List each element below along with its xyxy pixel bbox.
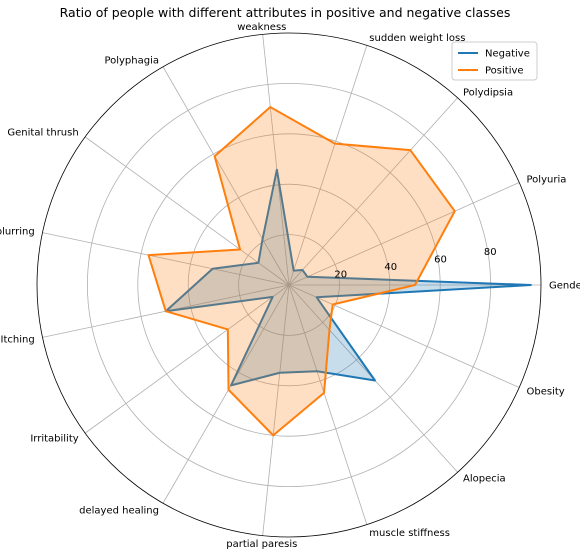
- radial-tick-label: 60: [434, 254, 447, 265]
- grid-spoke: [288, 284, 520, 388]
- radial-tick-labels: 20 40 60 80: [334, 247, 496, 281]
- series-line-positive: [147, 106, 456, 437]
- grid-spoke: [262, 284, 290, 536]
- chart-title: Ratio of people with different attribute…: [60, 5, 511, 20]
- category-label: Polyphagia: [104, 55, 159, 66]
- grid-spoke: [162, 66, 290, 286]
- category-label: sudden weight loss: [369, 33, 465, 44]
- category-label: Itching: [1, 335, 35, 346]
- outer-frame: [36, 32, 542, 538]
- category-labels: Gender Polyuria Polydipsia sudden weight lo…: [0, 22, 580, 550]
- category-label: delayed healing: [79, 506, 159, 517]
- grid-spoke: [162, 284, 290, 504]
- category-label: Irritability: [30, 433, 78, 444]
- grid-spoke: [288, 45, 368, 286]
- series-fill-positive: [148, 107, 455, 436]
- series-layer: [147, 106, 532, 437]
- legend-label-negative: Negative: [485, 49, 530, 60]
- series-line-negative: [164, 168, 532, 387]
- category-label: muscle stiffness: [369, 528, 450, 539]
- radial-tick-label: 80: [484, 247, 497, 258]
- grid-spoke: [84, 136, 290, 286]
- category-label: partial paresis: [226, 539, 297, 550]
- grid-spoke: [84, 284, 290, 434]
- category-label: visual blurring: [0, 226, 35, 237]
- outer-circle: [36, 32, 542, 538]
- radial-tick-label: 20: [334, 270, 347, 281]
- category-label: Alopecia: [463, 474, 506, 485]
- legend: Negative Positive: [451, 41, 538, 81]
- grid-spoke: [288, 97, 458, 286]
- category-label: Obesity: [527, 386, 565, 397]
- category-label: Polydipsia: [463, 87, 513, 98]
- radial-tick-label: 40: [384, 262, 397, 273]
- category-label: Gender: [549, 281, 580, 292]
- category-label: weakness: [237, 22, 286, 33]
- grid-spoke: [288, 182, 520, 286]
- grid-spoke: [42, 232, 290, 286]
- legend-label-positive: Positive: [485, 66, 524, 77]
- grid-spoke: [288, 284, 368, 525]
- category-label: Polyuria: [527, 175, 567, 186]
- grid-spoke: [262, 34, 290, 286]
- category-label: Genital thrush: [7, 128, 78, 139]
